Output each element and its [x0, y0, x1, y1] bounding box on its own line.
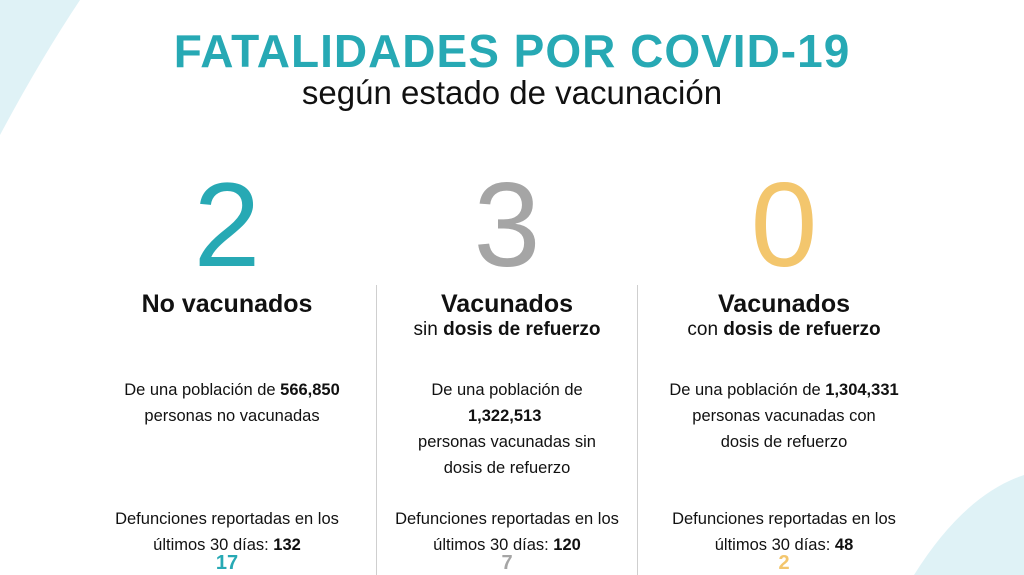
subheading-bold: dosis de refuerzo [723, 319, 881, 340]
column-subheading: sin dosis de refuerzo [372, 319, 642, 341]
column-vaccinated-no-booster: 3 Vacunados sin dosis de refuerzo [372, 160, 642, 341]
deaths-text: Defunciones reportadas en los últimos 30… [372, 506, 642, 558]
population-value: 566,850 [280, 381, 340, 399]
decorative-shape-top-left [0, 0, 80, 135]
deaths-label: Defunciones reportadas en los últimos 30… [672, 510, 896, 554]
column-heading: Vacunados [718, 290, 850, 318]
deaths-label: Defunciones reportadas en los últimos 30… [115, 510, 339, 554]
deaths-text: Defunciones reportadas en los últimos 30… [92, 506, 362, 558]
deaths-value: 120 [553, 536, 581, 554]
population-desc: personas no vacunadas [144, 407, 320, 425]
subheading-bold: dosis de refuerzo [443, 319, 601, 340]
population-text: De una población de 566,850 personas no … [97, 377, 367, 429]
population-text: De una población de 1,304,331 personas v… [649, 377, 919, 455]
population-desc: personas vacunadas con dosis de refuerzo [692, 407, 876, 451]
decorative-shape-bottom-right [914, 475, 1024, 575]
column-subheading: con dosis de refuerzo [649, 319, 919, 341]
column-divider [637, 285, 638, 575]
column-divider [376, 285, 377, 575]
page-title: FATALIDADES POR COVID-19 [173, 25, 851, 77]
deaths-label: Defunciones reportadas en los últimos 30… [395, 510, 619, 554]
subheading-pre: sin [413, 319, 444, 340]
population-text: De una población de 1,322,513 personas v… [372, 377, 642, 481]
population-desc: personas vacunadas sin dosis de refuerzo [418, 433, 596, 477]
population-value: 1,304,331 [825, 381, 899, 399]
deaths-text: Defunciones reportadas en los últimos 30… [649, 506, 919, 558]
fatalities-number: 0 [750, 158, 818, 292]
bottom-number: 17 [215, 552, 239, 574]
page-subtitle: según estado de vacunación [301, 74, 723, 111]
population-label: De una población de [124, 381, 281, 399]
fatalities-number: 3 [473, 158, 541, 292]
fatalities-number: 2 [193, 158, 261, 292]
deaths-value: 132 [273, 536, 301, 554]
population-label: De una población de [431, 381, 583, 399]
population-label: De una población de [669, 381, 826, 399]
column-vaccinated-booster: 0 Vacunados con dosis de refuerzo [649, 160, 919, 341]
column-heading: No vacunados [141, 290, 313, 318]
population-value: 1,322,513 [468, 407, 542, 425]
subheading-pre: con [687, 319, 724, 340]
deaths-value: 48 [834, 536, 854, 554]
bottom-number: 2 [778, 552, 790, 574]
column-unvaccinated: 2 No vacunados [92, 160, 362, 319]
column-heading: Vacunados [441, 290, 573, 318]
bottom-number: 7 [501, 552, 513, 574]
